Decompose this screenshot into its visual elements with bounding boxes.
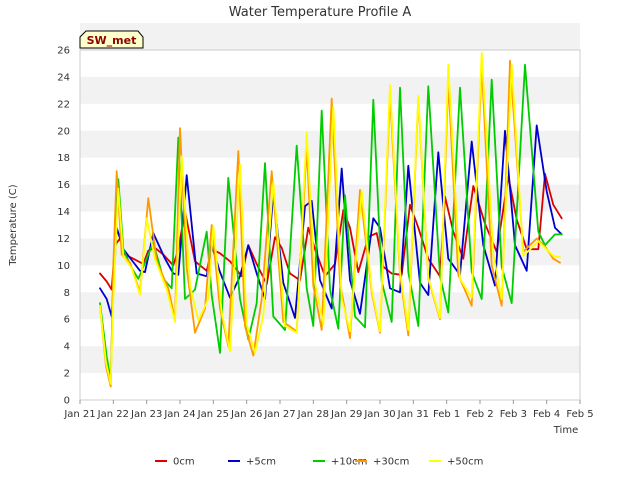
series-lines (99, 51, 563, 388)
legend: 0cm +5cm +10cm +30cm +50cm (155, 457, 483, 468)
y-tick-label: 0 (64, 396, 70, 407)
series-line-50cm (99, 51, 561, 385)
x-tick-label: Jan 29 (330, 409, 362, 420)
station-badge-label: SW_met (87, 34, 137, 47)
x-tick-label: Feb 5 (566, 409, 593, 420)
x-axis-label: Time (553, 425, 578, 436)
y-tick-label: 20 (57, 126, 70, 137)
y-tick-label: 8 (64, 288, 70, 299)
x-tick-label: Jan 28 (297, 409, 329, 420)
x-tick-label: Jan 31 (397, 409, 429, 420)
x-tick-label: Feb 2 (466, 409, 493, 420)
x-tick-label: Feb 4 (533, 409, 560, 420)
y-tick-label: 22 (57, 99, 70, 110)
y-tick-label: 10 (57, 261, 70, 272)
legend-label: +5cm (246, 457, 276, 468)
x-tick-label: Jan 24 (163, 409, 195, 420)
y-tick-label: 26 (57, 46, 70, 57)
grid-band (80, 346, 580, 374)
y-tick-label: 18 (57, 153, 70, 164)
legend-label: +30cm (373, 457, 409, 468)
chart-title: Water Temperature Profile A (229, 5, 412, 20)
y-tick-label: 16 (57, 180, 70, 191)
legend-label: 0cm (173, 457, 195, 468)
y-tick-label: 6 (64, 315, 70, 326)
plot-area-frame (79, 49, 581, 401)
x-tick-label: Jan 21 (63, 409, 95, 420)
grid-band (80, 76, 580, 104)
y-tick-label: 24 (57, 72, 70, 83)
x-tick-label: Feb 3 (500, 409, 527, 420)
x-tick-label: Jan 30 (363, 409, 395, 420)
x-tick-label: Feb 1 (433, 409, 460, 420)
x-tick-label: Jan 22 (97, 409, 129, 420)
y-axis-label: Temperature (C) (8, 184, 19, 266)
y-tick-label: 4 (64, 342, 70, 353)
station-badge: SW_met (79, 30, 144, 49)
x-tick-label: Jan 23 (130, 409, 162, 420)
x-tick-label: Jan 25 (197, 409, 229, 420)
y-tick-label: 12 (57, 234, 70, 245)
legend-label: +10cm (331, 457, 367, 468)
y-tick-label: 14 (57, 207, 70, 218)
y-tick-label: 2 (64, 369, 70, 380)
series-line-5cm (99, 124, 563, 319)
x-tick-label: Jan 26 (230, 409, 262, 420)
grid-band (80, 23, 580, 50)
legend-label: +50cm (447, 457, 483, 468)
x-tick-label: Jan 27 (263, 409, 295, 420)
x-axis-ticks: Jan 21 Jan 22 Jan 23 Jan 24 Jan 25 Jan 26 Jan … (63, 400, 594, 420)
